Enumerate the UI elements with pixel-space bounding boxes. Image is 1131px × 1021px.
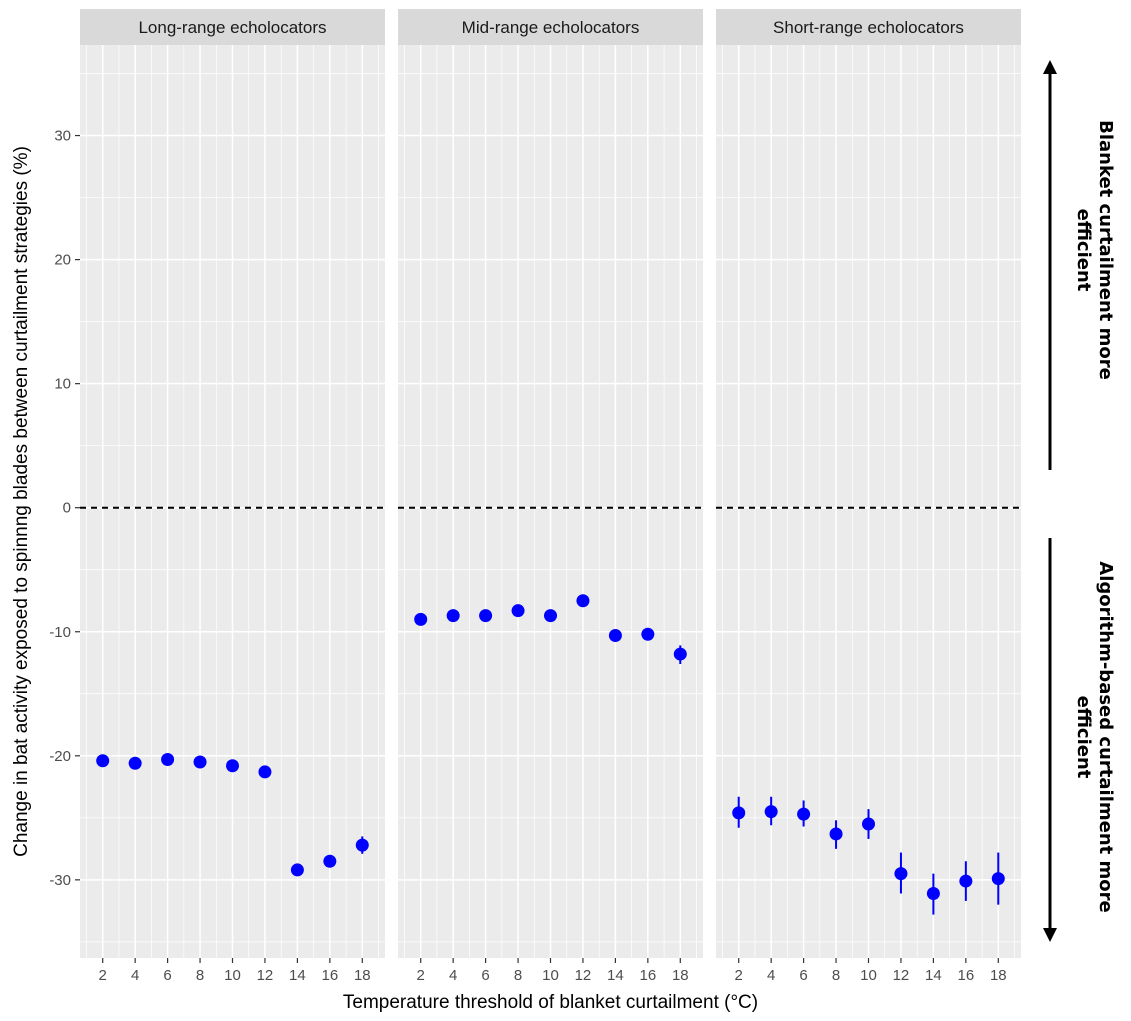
data-point (290, 863, 304, 877)
x-tick-label: 16 (957, 967, 974, 984)
data-point (544, 609, 557, 623)
lower-annotation: Algorithm-based curtailment moreefficien… (1073, 561, 1116, 912)
data-point (764, 805, 778, 819)
data-point (829, 827, 843, 841)
x-tick-label: 18 (672, 967, 689, 984)
data-point (673, 647, 687, 661)
x-tick-label: 14 (607, 967, 624, 984)
facet-strip (716, 9, 1021, 45)
data-point (355, 838, 369, 852)
x-tick-label: 2 (417, 967, 425, 984)
y-tick-label: 30 (54, 128, 71, 145)
x-tick-label: 4 (767, 967, 775, 984)
data-point (991, 872, 1005, 886)
y-axis: 30 20 10 0 -10 -20 -30 (49, 128, 80, 889)
facet-strip-label: Short-range echolocators (773, 18, 964, 37)
facet-strip-label: Long-range echolocators (138, 18, 326, 37)
data-point (511, 604, 525, 618)
facet-strip (80, 9, 385, 45)
facet-strip (398, 9, 703, 45)
x-tick-label: 12 (893, 967, 910, 984)
data-point (128, 756, 142, 770)
x-axis-title: Temperature threshold of blanket curtail… (343, 992, 758, 1013)
y-tick-label: -20 (49, 748, 71, 765)
down-arrow-head (1043, 928, 1057, 942)
x-tick-label: 12 (257, 967, 274, 984)
x-tick-label: 2 (735, 967, 743, 984)
side-arrows: Blanket curtailment moreefficient Algorit… (1043, 60, 1116, 942)
x-tick-label: 6 (481, 967, 489, 984)
y-tick-label: 20 (54, 252, 71, 269)
x-tick-label: 14 (925, 967, 942, 984)
facet-panel: Short-range echolocators 2 4 6 8 10 12 14 16 18 (716, 9, 1021, 984)
lower-annotation-text: Algorithm-based curtailment moreefficien… (1073, 561, 1116, 912)
x-tick-label: 16 (639, 967, 656, 984)
x-tick-label: 8 (514, 967, 522, 984)
data-point (479, 609, 493, 623)
y-tick-label: -30 (49, 872, 71, 889)
data-point (926, 886, 940, 900)
upper-annotation-text: Blanket curtailment moreefficient (1073, 120, 1116, 380)
y-tick-label: 0 (63, 500, 71, 517)
x-tick-label: 18 (354, 967, 371, 984)
y-tick-label: 10 (54, 376, 71, 393)
data-point (446, 609, 460, 623)
data-point (226, 759, 239, 773)
data-point (732, 806, 746, 820)
x-tick-label: 12 (575, 967, 592, 984)
up-arrow-head (1043, 60, 1057, 74)
x-tick-label: 10 (860, 967, 877, 984)
x-tick-label: 6 (799, 967, 807, 984)
x-tick-label: 2 (99, 967, 107, 984)
data-point (96, 754, 110, 768)
x-tick-label: 10 (542, 967, 559, 984)
upper-annotation: Blanket curtailment moreefficient (1073, 120, 1116, 380)
x-tick-label: 16 (321, 967, 338, 984)
data-point (797, 807, 811, 821)
x-tick-label: 4 (449, 967, 457, 984)
x-tick-label: 4 (131, 967, 139, 984)
data-point (641, 627, 655, 641)
y-tick-label: -10 (49, 624, 71, 641)
data-point (414, 612, 428, 626)
facet-strip-label: Mid-range echolocators (462, 18, 640, 37)
facet-panel: Mid-range echolocators 2 4 6 8 10 12 14 16 18 (398, 9, 703, 984)
x-tick-label: 8 (832, 967, 840, 984)
x-tick-label: 6 (163, 967, 171, 984)
x-tick-label: 8 (196, 967, 204, 984)
x-tick-label: 14 (289, 967, 306, 984)
data-point (894, 867, 908, 881)
data-point (193, 755, 207, 769)
y-axis-title: Change in bat activity exposed to spinnn… (11, 146, 32, 857)
data-point (323, 854, 337, 868)
x-tick-label: 10 (224, 967, 241, 984)
data-point (959, 874, 973, 888)
data-point (608, 628, 622, 642)
data-point (862, 817, 875, 831)
data-point (161, 753, 175, 767)
x-tick-label: 18 (990, 967, 1007, 984)
facet-panel: Long-range echolocators 2 4 6 8 10 12 14 16 18 (80, 9, 385, 984)
data-point (576, 594, 590, 608)
data-point (258, 765, 272, 779)
